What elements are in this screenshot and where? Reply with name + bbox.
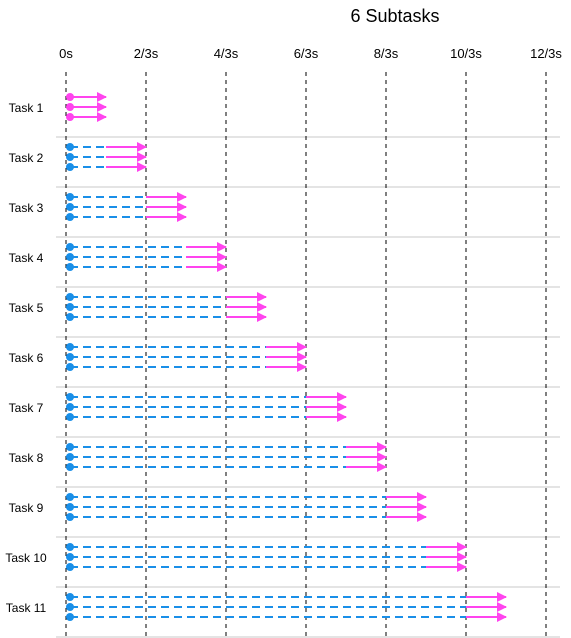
task-label: Task 4 [9,251,44,265]
task-label: Task 7 [9,401,44,415]
time-tick-label: 10/3s [450,46,482,61]
task-label: Task 11 [6,601,47,615]
time-tick-label: 6/3s [294,46,319,61]
time-tick-label: 4/3s [214,46,239,61]
time-tick-label: 12/3s [530,46,562,61]
time-tick-label: 2/3s [134,46,159,61]
time-tick-label: 0s [59,46,73,61]
task-label: Task 8 [9,451,44,465]
task-label: Task 3 [9,201,44,215]
task-label: Task 6 [9,351,44,365]
task-label: Task 5 [9,301,44,315]
time-tick-label: 8/3s [374,46,399,61]
task-label: Task 1 [9,101,44,115]
diagram-title: 6 Subtasks [350,6,440,26]
task-label: Task 9 [9,501,44,515]
task-label: Task 2 [9,151,44,165]
task-label: Task 10 [5,551,47,565]
